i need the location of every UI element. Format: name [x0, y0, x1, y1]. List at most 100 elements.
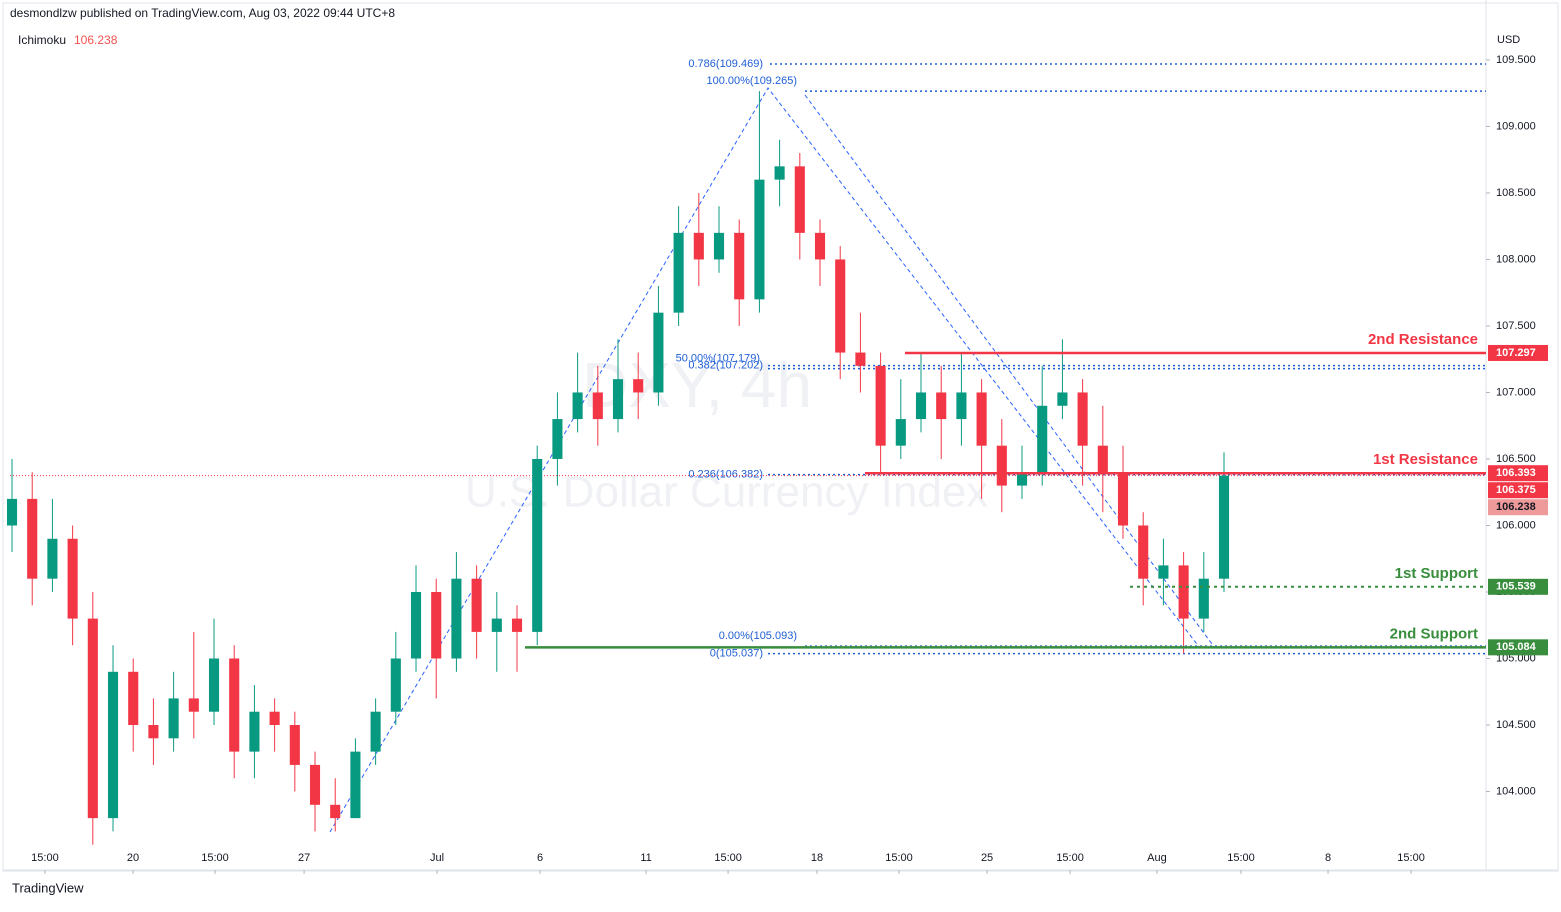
- level-label: 2nd Resistance: [1368, 331, 1478, 348]
- candle-body: [511, 618, 523, 632]
- x-tick-label: 15:00: [201, 852, 229, 864]
- candle-body: [87, 618, 98, 819]
- candle-body: [855, 352, 866, 366]
- x-tick-label: Aug: [1147, 852, 1167, 864]
- candle-body: [996, 445, 1007, 486]
- candle-body: [895, 419, 906, 446]
- currency: USD: [1497, 34, 1520, 46]
- candle-body: [1117, 472, 1129, 526]
- x-tick-label: 11: [640, 852, 651, 864]
- price-badge-label: 106.375: [1496, 484, 1536, 496]
- candle-body: [612, 379, 624, 420]
- footer-logo: TradingView: [12, 880, 84, 895]
- candle-body: [835, 259, 846, 353]
- x-tick-label: 15:00: [714, 852, 742, 864]
- fib-label: 50.00%(107.179): [676, 353, 760, 365]
- indicator-value: 106.238: [74, 33, 118, 47]
- candle-body: [491, 618, 502, 632]
- y-tick-label: 107.500: [1496, 320, 1536, 332]
- candle-body: [754, 179, 765, 300]
- y-tick-label: 105.000: [1496, 652, 1536, 664]
- x-tick-label: 15:00: [31, 852, 59, 864]
- candle-body: [713, 232, 725, 260]
- candle-body: [208, 658, 220, 712]
- candle-body: [1158, 565, 1169, 579]
- x-tick-label: Jul: [430, 852, 444, 864]
- fib-label: 0.382(107.202): [688, 360, 763, 372]
- price-badge: [1488, 465, 1548, 482]
- candle-body: [794, 166, 805, 233]
- publisher: desmondlzw published on TradingView.com,…: [10, 6, 395, 20]
- candle-body: [633, 379, 644, 393]
- candle-body: [67, 538, 78, 619]
- x-tick-label: 18: [811, 852, 823, 864]
- candle-body: [532, 458, 543, 632]
- candle-body: [249, 711, 260, 752]
- candle-body: [1178, 565, 1189, 619]
- x-tick-label: 20: [127, 852, 139, 864]
- y-tick-label: 107.000: [1496, 386, 1536, 398]
- y-tick-label: 109.500: [1496, 54, 1536, 66]
- level-label: 2nd Support: [1390, 625, 1478, 642]
- y-tick-label: 108.500: [1496, 187, 1536, 199]
- price-badge-label: 106.393: [1496, 467, 1536, 479]
- y-tick-label: 106.000: [1496, 519, 1536, 531]
- candle-body: [936, 392, 947, 420]
- candle-body: [128, 671, 139, 726]
- candle-body: [1218, 475, 1230, 579]
- price-badge-label: 105.084: [1496, 641, 1537, 653]
- candle-body: [1057, 392, 1068, 406]
- candle-body: [976, 392, 987, 446]
- candle-body: [592, 392, 603, 420]
- candle-body: [875, 365, 886, 446]
- candle-body: [734, 232, 745, 300]
- x-tick-label: 15:00: [1227, 852, 1255, 864]
- candle-body: [956, 392, 967, 420]
- candle-body: [47, 538, 58, 579]
- candle-body: [1077, 392, 1088, 446]
- y-tick-label: 104.500: [1496, 719, 1536, 731]
- x-tick-label: 25: [981, 852, 993, 864]
- candle-body: [330, 804, 341, 819]
- candle-body: [693, 232, 704, 260]
- candle-body: [774, 166, 785, 180]
- price-badge: [1488, 499, 1548, 516]
- price-badge: [1488, 482, 1548, 499]
- fib-label: 0.00%(105.093): [719, 630, 797, 642]
- candle-body: [410, 591, 422, 659]
- candle-body: [471, 578, 482, 632]
- indicator-name: Ichimoku: [18, 33, 66, 47]
- level-label: 1st Resistance: [1373, 451, 1478, 468]
- candle-body: [390, 658, 401, 712]
- y-tick-label: 109.000: [1496, 120, 1536, 132]
- candle-body: [653, 312, 664, 393]
- x-tick-label: 15:00: [1056, 852, 1084, 864]
- x-tick-label: 6: [537, 852, 543, 864]
- fib-label: 0.786(109.469): [688, 58, 763, 70]
- candle-body: [370, 711, 381, 752]
- candle-body: [1198, 578, 1209, 619]
- candle-body: [814, 232, 826, 260]
- y-tick-label: 108.000: [1496, 253, 1536, 265]
- candle-body: [1138, 525, 1149, 579]
- price-badge: [1488, 344, 1548, 361]
- level-label: 1st Support: [1395, 565, 1478, 582]
- candle-body: [915, 392, 927, 420]
- candle-body: [451, 578, 462, 659]
- price-badge-label: 105.539: [1496, 581, 1536, 593]
- candle-body: [1016, 472, 1028, 486]
- candle-body: [148, 725, 159, 739]
- fib-label: 0.236(106.382): [688, 469, 763, 481]
- candle-body: [269, 711, 280, 726]
- candle-body: [673, 232, 684, 313]
- candle-body: [350, 751, 361, 819]
- candle-body: [572, 392, 583, 420]
- x-tick-label: 15:00: [885, 852, 913, 864]
- fib-label: 0(105.037): [710, 647, 763, 659]
- price-badge-label: 106.238: [1496, 501, 1536, 513]
- y-tick-label: 106.500: [1496, 453, 1536, 465]
- candle-body: [188, 698, 199, 712]
- price-badge: [1488, 639, 1548, 656]
- x-tick-label: 15:00: [1397, 852, 1425, 864]
